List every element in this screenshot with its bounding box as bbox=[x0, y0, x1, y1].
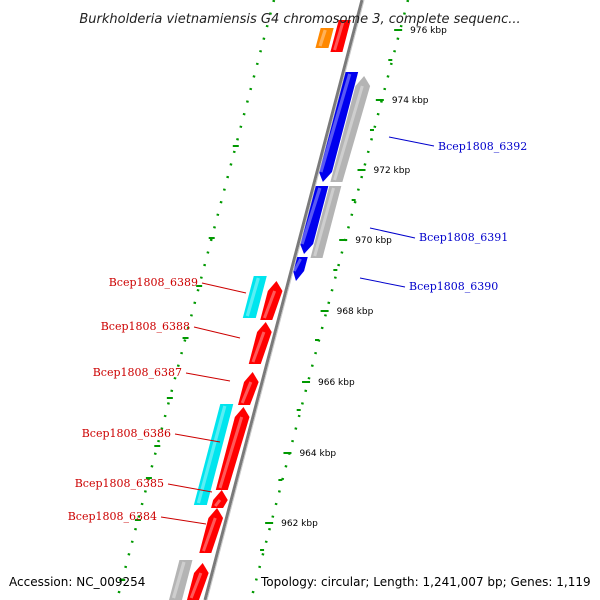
tick-label: 964 kbp bbox=[299, 449, 336, 459]
gene-leader-line bbox=[174, 433, 221, 443]
features-layer bbox=[168, 20, 371, 600]
map-title: Burkholderia vietnamiensis G4 chromosome… bbox=[79, 12, 520, 27]
gene-leader-line bbox=[185, 372, 231, 382]
tick-label: 968 kbp bbox=[337, 307, 374, 317]
tick-label: 966 kbp bbox=[318, 378, 355, 388]
labels-layer: Bcep1808_6389 Bcep1808_6388 Bcep1808_6387 B… bbox=[68, 136, 527, 525]
gene-leader-line bbox=[193, 326, 241, 339]
cds-bcep1808-6385[interactable] bbox=[211, 490, 228, 508]
gene-label-reverse[interactable]: Bcep1808_6392 bbox=[438, 140, 527, 153]
gene-label-forward[interactable]: Bcep1808_6384 bbox=[68, 510, 157, 523]
grey-feature-bottom[interactable] bbox=[168, 560, 193, 600]
tick-label: 972 kbp bbox=[374, 166, 411, 176]
backbone-line bbox=[203, 0, 364, 600]
gene-label-forward[interactable]: Bcep1808_6387 bbox=[93, 366, 182, 379]
gene-leader-line bbox=[369, 227, 416, 239]
grey-feature-970[interactable] bbox=[310, 186, 342, 258]
tick-label: 974 kbp bbox=[392, 96, 429, 106]
tick-label: 970 kbp bbox=[355, 236, 392, 246]
gene-leader-line bbox=[388, 136, 435, 147]
tick-label: 962 kbp bbox=[281, 519, 318, 529]
gene-leader-line bbox=[167, 483, 213, 493]
gene-label-forward[interactable]: Bcep1808_6386 bbox=[82, 427, 171, 440]
cds-top-red[interactable] bbox=[330, 20, 351, 52]
gene-label-forward[interactable]: Bcep1808_6385 bbox=[75, 477, 164, 490]
backbone-layer bbox=[203, 0, 365, 600]
tick-label: 976 kbp bbox=[410, 26, 447, 36]
gene-leader-line bbox=[160, 516, 207, 525]
gene-leader-line bbox=[359, 277, 406, 288]
cyan-feature-6389[interactable] bbox=[242, 276, 267, 318]
gene-label-forward[interactable]: Bcep1808_6389 bbox=[109, 276, 198, 289]
cds-bcep1808-6389[interactable] bbox=[260, 281, 283, 320]
gene-label-reverse[interactable]: Bcep1808_6391 bbox=[419, 231, 508, 244]
grey-feature-974[interactable] bbox=[330, 76, 371, 182]
cds-bcep1808-6388[interactable] bbox=[248, 322, 272, 364]
cds-bcep1808-6392[interactable] bbox=[318, 72, 359, 182]
cds-bcep1808-6390[interactable] bbox=[293, 257, 308, 281]
gene-label-forward[interactable]: Bcep1808_6388 bbox=[101, 320, 190, 333]
backbone-line-shadow bbox=[206, 0, 365, 600]
cds-bcep1808-6387[interactable] bbox=[238, 372, 259, 405]
cds-bcep1808-6386[interactable] bbox=[215, 407, 250, 490]
gene-label-reverse[interactable]: Bcep1808_6390 bbox=[409, 280, 498, 293]
accession-text: Accession: NC_009254 bbox=[9, 575, 145, 589]
topology-summary: Topology: circular; Length: 1,241,007 bp… bbox=[260, 575, 591, 589]
cds-bcep1808-6391[interactable] bbox=[300, 186, 329, 254]
cds-bottom-red[interactable] bbox=[186, 563, 209, 600]
gene-leader-line bbox=[201, 282, 247, 294]
ticks-layer: 976 kbp 974 kbp 972 kbp 970 kbp 968 kbp 966 k… bbox=[119, 26, 447, 581]
cyan-feature-6386[interactable] bbox=[193, 404, 234, 505]
cds-bcep1808-6384[interactable] bbox=[199, 508, 224, 553]
orange-feature[interactable] bbox=[315, 28, 334, 48]
